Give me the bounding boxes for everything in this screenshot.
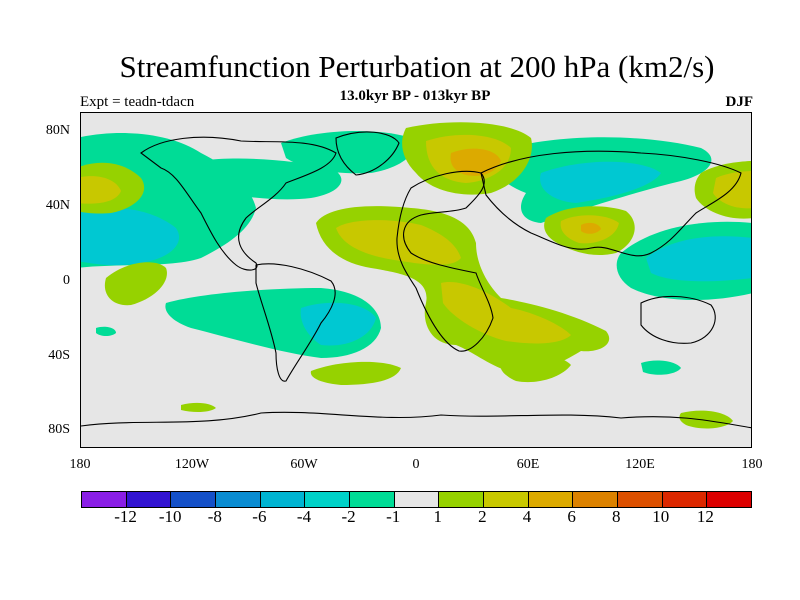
neg1-region: [641, 360, 681, 375]
colorbar-label: 4: [522, 507, 532, 526]
colorbar-label: 1: [433, 507, 443, 526]
lon-tick-0: 0: [412, 457, 420, 472]
europe-africa-coastline: [396, 170, 494, 352]
colorbar: [81, 491, 752, 508]
map-subtitle: 13.0kyr BP - 013kyr BP: [339, 88, 491, 104]
colorbar-box: [528, 492, 574, 507]
map-plot-area: [80, 112, 752, 448]
neg2-region: [81, 208, 180, 266]
pos1-region: [679, 410, 733, 429]
pos2-region: [713, 171, 751, 209]
colorbar-label: 2: [478, 507, 487, 526]
neg2-region: [540, 161, 661, 203]
lat-tick-40s: 40S: [48, 348, 70, 363]
lon-tick-180w: 180: [69, 457, 91, 472]
lon-tick-120w: 120W: [174, 457, 210, 472]
colorbar-box: [394, 492, 440, 507]
season-label: DJF: [725, 94, 754, 110]
lat-tick-80n: 80N: [45, 123, 70, 138]
neg1-region: [166, 158, 342, 200]
colorbar-label: -6: [252, 507, 267, 526]
colorbar-label: -1: [386, 507, 401, 526]
colorbar-box: [171, 492, 217, 507]
south-america-coastline: [255, 263, 336, 382]
pos2-region: [336, 220, 461, 265]
lon-tick-60w: 60W: [290, 457, 318, 472]
experiment-label: Expt = teadn-tdacn: [80, 94, 195, 110]
neg2-region: [646, 236, 751, 282]
neg1-region: [281, 131, 414, 174]
pos1-region: [181, 402, 216, 413]
coastlines: [81, 131, 751, 429]
australia-coastline: [640, 295, 716, 344]
colorbar-box: [260, 492, 306, 507]
pos2-region: [81, 176, 121, 204]
asia-coastline: [480, 150, 742, 257]
colorbar-label: 12: [696, 507, 714, 526]
colorbar-box: [662, 492, 708, 507]
lat-tick-eq: 0: [63, 273, 70, 288]
colorbar-box: [618, 492, 663, 507]
pos1-region: [104, 262, 167, 306]
colorbar-box: [216, 492, 261, 507]
antarctica-coastline: [81, 411, 751, 429]
pos1-region: [310, 361, 401, 385]
lon-tick-60e: 60E: [516, 457, 540, 472]
colorbar-box: [573, 492, 619, 507]
colorbar-label: -2: [341, 507, 356, 526]
colorbar-box: [82, 492, 127, 507]
colorbar-label: 8: [611, 507, 621, 526]
colorbar-box: [305, 492, 351, 507]
lon-tick-120e: 120E: [625, 457, 655, 472]
map-title: Streamfunction Perturbation at 200 hPa (…: [119, 49, 715, 84]
pos1-region: [500, 355, 571, 383]
colorbar-box: [707, 492, 752, 507]
neg2-region: [300, 302, 376, 346]
colorbar-label: -12: [114, 507, 137, 526]
colorbar-label: -4: [296, 507, 312, 526]
lat-tick-40n: 40N: [45, 198, 70, 213]
colorbar-label: -8: [207, 507, 222, 526]
colorbar-box: [439, 492, 485, 507]
pos2-region: [441, 282, 571, 344]
neg1-region: [96, 326, 116, 336]
lat-tick-80s: 80S: [48, 422, 70, 437]
lon-tick-180e: 180: [741, 457, 763, 472]
colorbar-label: 10: [652, 507, 670, 526]
pos3-region: [581, 222, 601, 234]
north-america-coastline: [140, 136, 337, 271]
colorbar-box: [484, 492, 529, 507]
streamfunction-map: [81, 113, 751, 447]
colorbar-box: [126, 492, 172, 507]
colorbar-label: -10: [158, 507, 182, 526]
colorbar-box: [350, 492, 395, 507]
colorbar-label: 6: [567, 507, 576, 526]
greenland-coastline: [335, 131, 400, 176]
